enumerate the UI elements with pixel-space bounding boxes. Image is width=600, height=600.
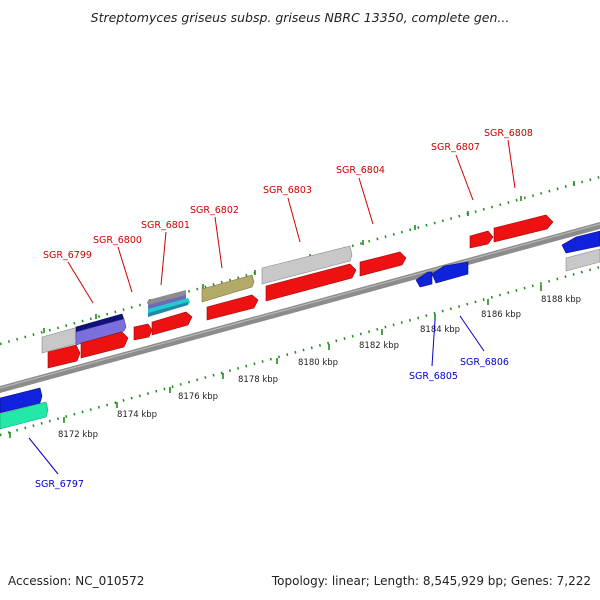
gene-sgr-6803-block[interactable] [261, 245, 353, 285]
gene-red-left-1[interactable] [47, 344, 81, 369]
gene-sgr-6808-block[interactable] [493, 214, 554, 243]
gene-gray-right-edge[interactable] [565, 248, 600, 272]
gene-sgr-6801-stripe-2[interactable] [148, 295, 186, 310]
gene-label-sgr-6797[interactable]: SGR_6797 [35, 479, 84, 490]
scale-label-8188: 8188 kbp [541, 295, 581, 305]
scale-label-8180: 8180 kbp [298, 358, 338, 368]
gene-label-sgr-6807[interactable]: SGR_6807 [431, 142, 480, 153]
gene-sgr-6802-block[interactable] [201, 274, 255, 303]
accession-text: Accession: NC_010572 [8, 574, 145, 588]
forward-label-leaders [67, 139, 516, 304]
gene-red-small-1[interactable] [133, 323, 153, 341]
gene-label-sgr-6803[interactable]: SGR_6803 [263, 185, 312, 196]
scale-label-8176: 8176 kbp [178, 392, 218, 402]
gene-label-sgr-6799[interactable]: SGR_6799 [43, 250, 92, 261]
gene-sgr-6797-block[interactable] [0, 387, 43, 414]
chromosome-axis-highlight [0, 223, 600, 389]
gene-mint-block[interactable] [0, 401, 49, 430]
scale-label-8184: 8184 kbp [420, 325, 460, 335]
gene-red-6801-block[interactable] [151, 311, 193, 336]
gene-sgr-6807-block[interactable] [469, 230, 494, 249]
gene-sgr-6801-stripe-4[interactable] [148, 302, 188, 317]
scale-label-8178: 8178 kbp [238, 375, 278, 385]
gene-label-sgr-6801[interactable]: SGR_6801 [141, 220, 190, 231]
scale-label-8186: 8186 kbp [481, 310, 521, 320]
gene-red-6803-block[interactable] [265, 263, 357, 302]
lower-major-ticks [9, 285, 542, 438]
gene-sgr-6801-stripe-1[interactable] [148, 290, 186, 306]
scale-label-8182: 8182 kbp [359, 341, 399, 351]
gene-sgr-6799-lavender[interactable] [75, 318, 127, 346]
gene-sgr-6805-block[interactable] [415, 271, 433, 288]
gene-label-sgr-6808[interactable]: SGR_6808 [484, 128, 533, 139]
gene-label-sgr-6800[interactable]: SGR_6800 [93, 235, 142, 246]
upper-tick-line [0, 175, 600, 346]
gene-label-sgr-6802[interactable]: SGR_6802 [190, 205, 239, 216]
gene-blue-right-edge[interactable] [561, 230, 600, 254]
lower-tick-line [0, 265, 600, 437]
reverse-label-leaders [28, 315, 485, 475]
gene-label-sgr-6804[interactable]: SGR_6804 [336, 165, 385, 176]
upper-major-ticks [43, 181, 575, 333]
gene-label-sgr-6805[interactable]: SGR_6805 [409, 371, 458, 382]
genome-summary-text: Topology: linear; Length: 8,545,929 bp; … [271, 574, 591, 588]
gene-sgr-6804-block[interactable] [359, 251, 407, 277]
map-title: Streptomyces griseus subsp. griseus NBRC… [90, 10, 510, 25]
gene-label-sgr-6806[interactable]: SGR_6806 [460, 357, 509, 368]
scale-label-8174: 8174 kbp [117, 410, 157, 420]
scale-label-8172: 8172 kbp [58, 430, 98, 440]
gene-sgr-6800-block[interactable] [80, 331, 129, 359]
gene-sgr-6806-block[interactable] [431, 261, 469, 284]
gene-red-6802-block[interactable] [206, 294, 259, 321]
